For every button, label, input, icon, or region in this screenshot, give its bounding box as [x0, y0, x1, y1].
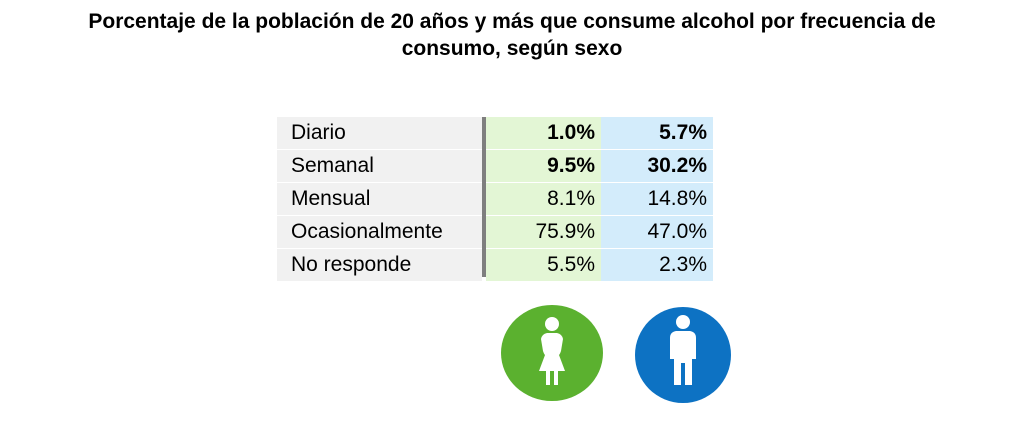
male-value: 5.7%	[601, 117, 713, 149]
table-row: Diario 1.0% 5.7%	[277, 117, 713, 149]
chart-title: Porcentaje de la población de 20 años y …	[0, 8, 1024, 62]
chart-title-line-2: consumo, según sexo	[401, 37, 623, 60]
male-value: 14.8%	[601, 183, 713, 215]
male-value: 30.2%	[601, 150, 713, 182]
female-value: 5.5%	[486, 249, 601, 281]
female-value: 1.0%	[486, 117, 601, 149]
table-row: Mensual 8.1% 14.8%	[277, 183, 713, 215]
table-row: Semanal 9.5% 30.2%	[277, 150, 713, 182]
male-value: 2.3%	[601, 249, 713, 281]
table-row: Ocasionalmente 75.9% 47.0%	[277, 216, 713, 248]
chart-title-line-1: Porcentaje de la población de 20 años y …	[88, 10, 936, 33]
male-value: 47.0%	[601, 216, 713, 248]
row-label: Mensual	[277, 183, 482, 215]
frequency-table: Diario 1.0% 5.7% Semanal 9.5% 30.2% Mensual 8.1…	[277, 117, 713, 282]
female-value: 75.9%	[486, 216, 601, 248]
row-label: Diario	[277, 117, 482, 149]
row-label: Semanal	[277, 150, 482, 182]
female-value: 8.1%	[486, 183, 601, 215]
man-icon	[635, 307, 731, 403]
female-value: 9.5%	[486, 150, 601, 182]
row-label: No responde	[277, 249, 482, 281]
female-figure	[501, 305, 603, 401]
table-row: No responde 5.5% 2.3%	[277, 249, 713, 281]
woman-icon	[501, 305, 603, 401]
row-label: Ocasionalmente	[277, 216, 482, 248]
male-figure	[635, 307, 731, 403]
column-divider	[482, 117, 486, 277]
